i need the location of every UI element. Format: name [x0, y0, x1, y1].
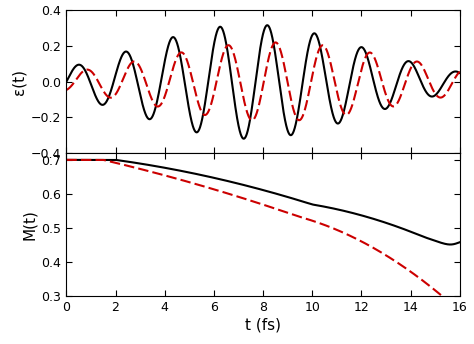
X-axis label: t (fs): t (fs) [245, 318, 281, 333]
Y-axis label: ε(t): ε(t) [12, 69, 27, 95]
Y-axis label: M(t): M(t) [22, 209, 37, 240]
